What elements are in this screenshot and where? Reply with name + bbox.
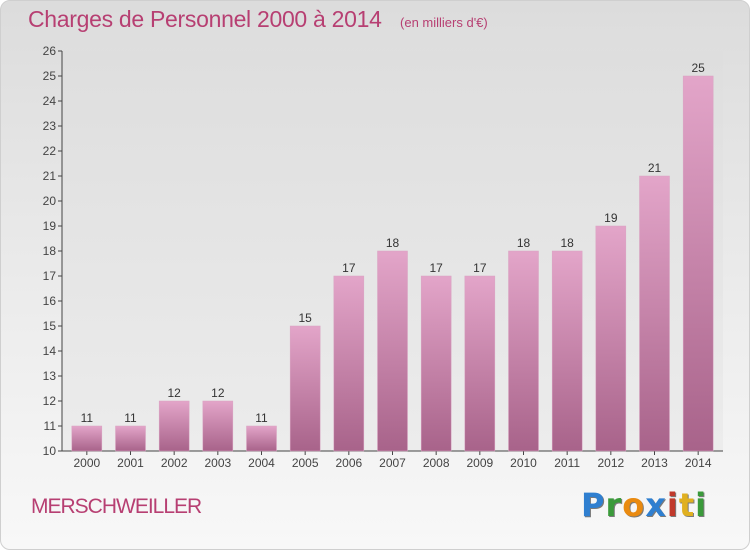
x-tick-label: 2001	[117, 456, 144, 470]
y-tick-label: 15	[43, 319, 57, 333]
bar	[377, 250, 408, 452]
bar	[289, 325, 321, 452]
x-tick-label: 2010	[510, 456, 537, 470]
x-tick-label: 2006	[335, 456, 362, 470]
y-tick-label: 26	[43, 44, 57, 58]
data-label: 18	[560, 236, 574, 250]
data-label: 15	[298, 311, 312, 325]
bar	[464, 275, 496, 452]
bar	[420, 275, 452, 452]
y-tick-label: 22	[43, 144, 57, 158]
y-tick-label: 20	[43, 194, 57, 208]
data-label: 21	[648, 161, 662, 175]
bar	[551, 250, 583, 452]
y-tick-label: 14	[43, 344, 57, 358]
bars	[71, 75, 714, 452]
bar	[595, 225, 627, 452]
bar	[508, 250, 539, 452]
y-tick-label: 12	[43, 394, 57, 408]
data-labels: 11 11 12 12 11 15 17 18 17 17 18 18 19 21 25	[81, 61, 706, 425]
data-label: 19	[604, 211, 618, 225]
bar	[158, 400, 190, 452]
data-label: 25	[691, 61, 705, 75]
chart-title-wrap: Charges de Personnel 2000 à 2014 (en mil…	[28, 6, 488, 33]
y-tick-label: 23	[43, 119, 57, 133]
y-tick-label: 16	[43, 294, 57, 308]
y-tick-label: 18	[43, 244, 57, 258]
data-label: 12	[167, 386, 181, 400]
commune-name: MERSCHWEILLER	[31, 495, 202, 518]
x-tick-label: 2013	[641, 456, 668, 470]
proxiti-logo[interactable]: Proxiti	[581, 486, 708, 524]
y-tick-label: 10	[43, 444, 57, 458]
bar	[246, 425, 277, 452]
y-tick-label: 24	[43, 94, 57, 108]
x-tick-label: 2002	[161, 456, 188, 470]
data-label: 18	[386, 236, 400, 250]
x-tick-label: 2014	[685, 456, 712, 470]
x-tick-label: 2011	[554, 456, 580, 470]
x-tick-label: 2005	[292, 456, 319, 470]
data-label: 11	[255, 411, 268, 425]
x-tick-label: 2003	[204, 456, 231, 470]
bar	[71, 425, 103, 452]
x-tick-label: 2008	[423, 456, 450, 470]
bar	[639, 175, 670, 452]
bar	[115, 425, 146, 452]
y-tick-label: 11	[44, 419, 57, 433]
chart-subtitle: (en milliers d'€)	[400, 15, 488, 30]
data-label: 12	[211, 386, 225, 400]
data-label: 18	[517, 236, 531, 250]
y-tick-label: 19	[43, 219, 57, 233]
y-tick-label: 25	[43, 69, 57, 83]
y-tick-label: 21	[43, 169, 57, 183]
x-tick-label: 2007	[379, 456, 406, 470]
data-label: 11	[124, 411, 137, 425]
x-tick-label: 2000	[73, 456, 100, 470]
x-tick-label: 2009	[466, 456, 493, 470]
bar	[202, 400, 234, 452]
bar	[333, 275, 365, 452]
x-tick-label: 2004	[248, 456, 275, 470]
data-label: 17	[429, 261, 443, 275]
x-tick-label: 2012	[597, 456, 624, 470]
data-label: 17	[473, 261, 487, 275]
y-tick-label: 17	[43, 269, 57, 283]
data-label: 17	[342, 261, 356, 275]
chart-title: Charges de Personnel 2000 à 2014	[28, 6, 382, 32]
data-label: 11	[81, 411, 94, 425]
y-tick-label: 13	[43, 369, 57, 383]
bar	[682, 75, 714, 452]
